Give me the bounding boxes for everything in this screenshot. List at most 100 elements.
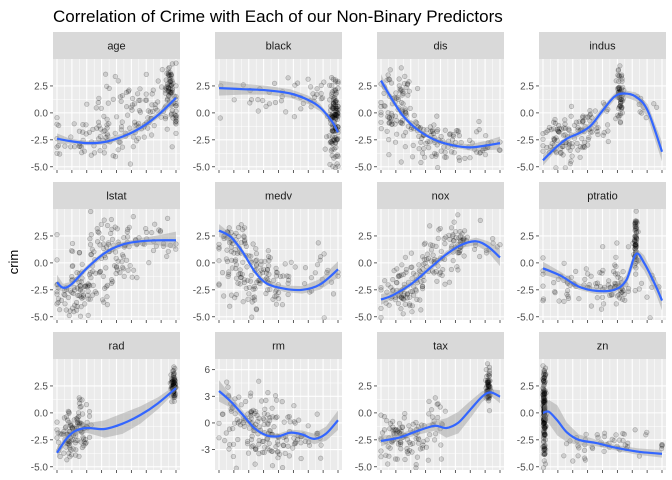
data-point xyxy=(89,292,96,298)
data-point xyxy=(281,419,287,425)
data-point xyxy=(620,438,626,444)
data-point xyxy=(549,140,555,147)
data-point xyxy=(62,301,68,307)
data-point xyxy=(542,413,548,420)
data-point xyxy=(119,93,125,99)
data-point xyxy=(71,284,77,291)
data-point xyxy=(77,421,83,428)
smooth-fit xyxy=(218,224,339,294)
data-point xyxy=(632,234,638,240)
y-tick-label: 3 xyxy=(204,392,210,403)
data-point xyxy=(240,227,246,233)
data-point xyxy=(576,119,582,125)
data-point xyxy=(159,66,165,73)
data-point xyxy=(167,70,173,76)
data-point xyxy=(440,267,446,273)
data-point xyxy=(587,112,593,118)
data-point xyxy=(320,95,326,101)
data-point xyxy=(260,449,266,455)
data-point xyxy=(108,277,115,283)
data-point xyxy=(619,76,625,82)
data-point xyxy=(541,439,547,445)
data-point xyxy=(263,270,269,276)
data-point xyxy=(273,265,279,272)
data-point xyxy=(421,241,427,247)
data-point xyxy=(252,297,258,303)
data-point xyxy=(634,224,640,230)
data-point xyxy=(264,267,271,273)
data-point xyxy=(382,103,388,109)
data-point xyxy=(169,61,175,67)
data-point xyxy=(246,425,252,431)
data-point xyxy=(401,281,407,287)
data-point xyxy=(414,454,421,460)
data-point xyxy=(73,424,79,430)
data-point xyxy=(399,294,405,300)
data-point xyxy=(486,396,492,402)
data-point xyxy=(467,155,473,161)
data-point xyxy=(540,363,546,369)
data-point xyxy=(267,428,274,434)
data-point xyxy=(486,373,492,379)
data-point xyxy=(335,103,341,110)
data-point xyxy=(334,152,341,158)
data-point xyxy=(541,417,548,423)
data-point xyxy=(403,269,409,275)
data-point xyxy=(149,91,155,97)
data-point xyxy=(394,131,400,137)
data-point xyxy=(68,134,74,140)
data-point xyxy=(264,275,270,281)
data-point xyxy=(485,381,491,387)
data-point xyxy=(64,457,70,463)
data-point xyxy=(79,275,85,281)
data-point xyxy=(298,455,304,462)
data-point xyxy=(435,401,441,407)
data-point xyxy=(334,112,340,118)
data-point xyxy=(295,80,301,86)
smooth-line xyxy=(380,240,501,301)
data-point xyxy=(581,447,588,454)
data-point xyxy=(76,420,82,426)
data-point xyxy=(633,218,639,224)
data-point xyxy=(461,236,467,242)
data-point xyxy=(310,91,316,97)
y-tick-label: 0.0 xyxy=(34,408,48,419)
data-point xyxy=(396,273,402,279)
data-point xyxy=(328,279,335,285)
data-point xyxy=(633,219,639,226)
data-point xyxy=(413,465,419,470)
data-point xyxy=(604,108,610,114)
data-point xyxy=(551,142,557,148)
data-point xyxy=(331,114,337,120)
data-point xyxy=(232,295,238,301)
data-point xyxy=(255,108,261,114)
data-point xyxy=(633,244,640,250)
data-point xyxy=(585,114,591,120)
data-point xyxy=(329,140,335,146)
data-point xyxy=(573,268,579,275)
data-point xyxy=(67,439,73,445)
data-point xyxy=(541,447,547,453)
data-point xyxy=(621,431,627,437)
data-point xyxy=(123,104,130,110)
data-point xyxy=(541,458,547,464)
data-point xyxy=(600,301,607,307)
data-point xyxy=(575,127,581,133)
data-point xyxy=(416,262,422,268)
data-point xyxy=(334,116,340,122)
data-point xyxy=(292,264,298,270)
data-point xyxy=(128,104,134,110)
data-point xyxy=(69,305,76,311)
data-point xyxy=(330,163,336,169)
data-point xyxy=(162,116,169,122)
data-point xyxy=(70,446,76,452)
data-point xyxy=(428,247,435,253)
data-point xyxy=(226,271,232,277)
data-point xyxy=(112,130,118,136)
data-point xyxy=(173,113,179,119)
data-point xyxy=(541,431,548,438)
data-point xyxy=(540,417,547,424)
data-point xyxy=(378,305,384,312)
data-point xyxy=(392,456,399,462)
